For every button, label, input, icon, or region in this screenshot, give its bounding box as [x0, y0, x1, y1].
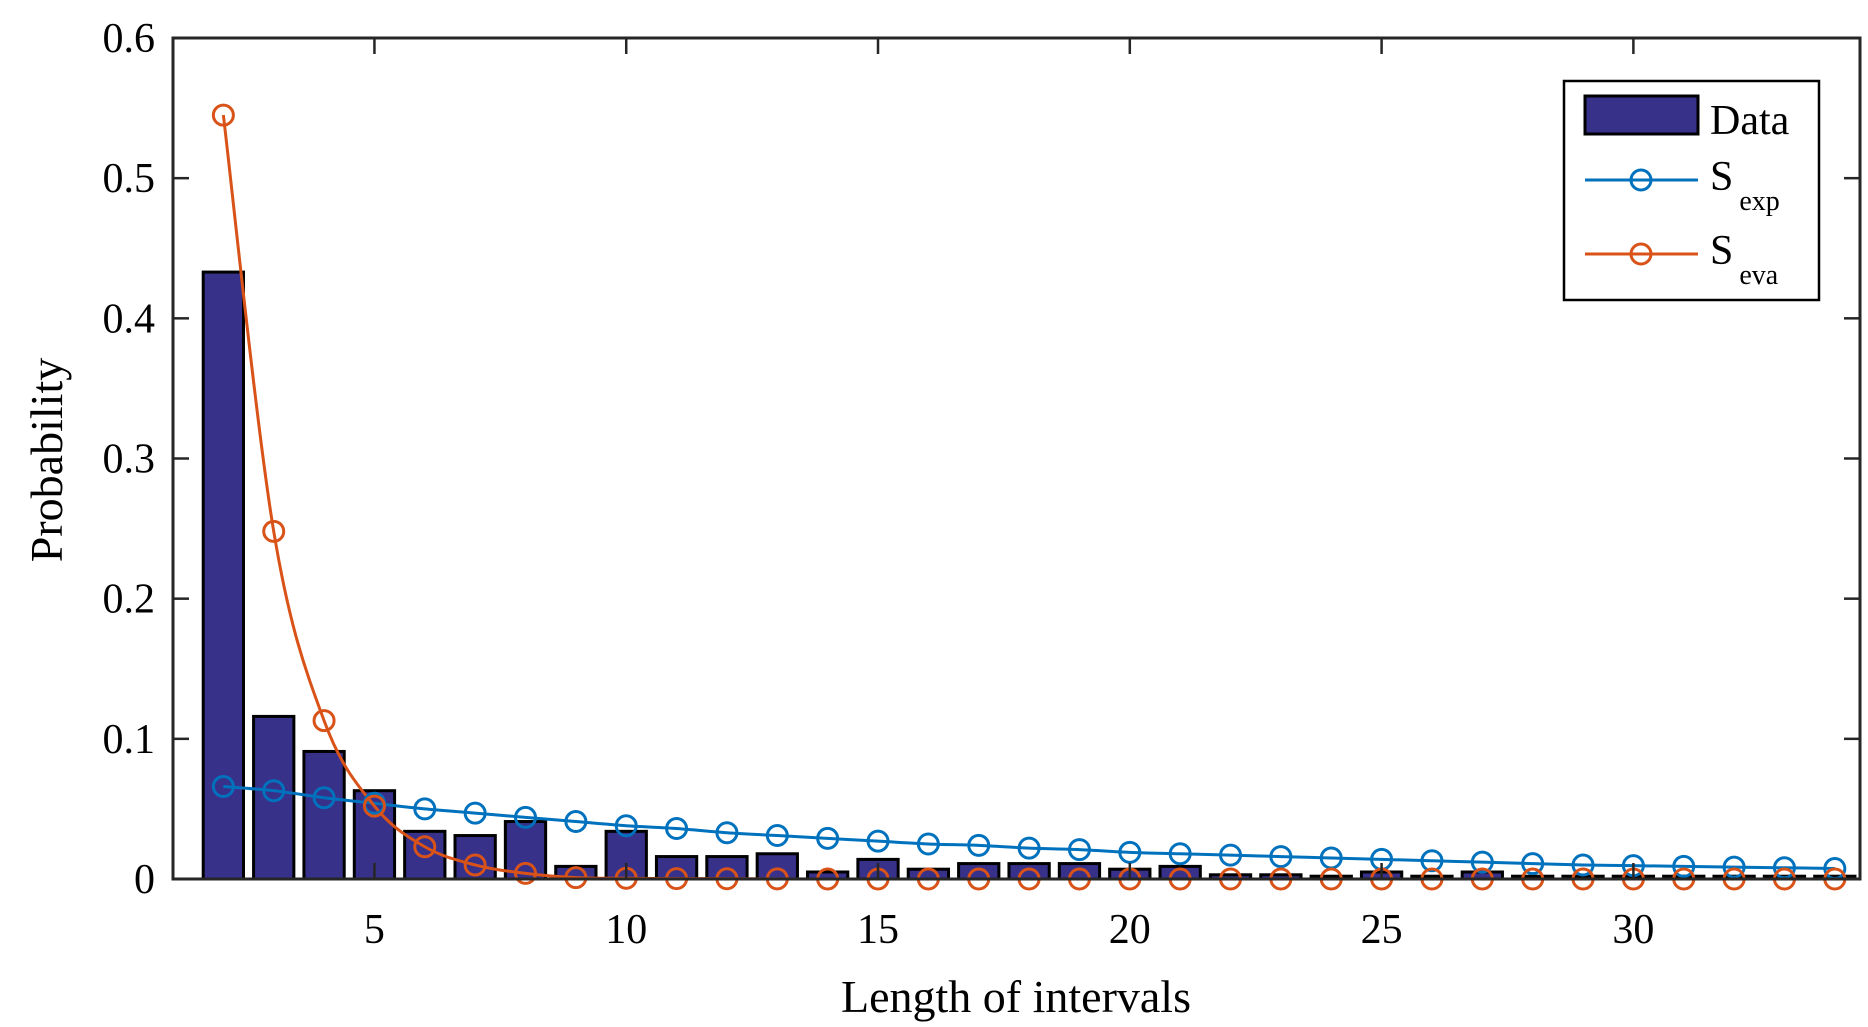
series-marker-exp — [312, 786, 336, 810]
legend-marker-sexp — [1629, 168, 1653, 192]
bar — [755, 852, 799, 881]
series-marker-exp — [816, 826, 840, 850]
y-tick-label: 0.1 — [103, 717, 156, 763]
series-marker-exp — [211, 774, 235, 798]
legend-swatch-data — [1583, 94, 1700, 136]
ticklabels-layer: 5 10 15 20 25 30 0 0.1 0.2 0.3 0.4 0.5 0.6 — [103, 16, 1655, 953]
legend-label-sexp: Sexp — [1710, 154, 1780, 217]
series-marker-exp — [514, 805, 538, 829]
x-tick-label: 25 — [1361, 907, 1403, 953]
x-axis-label: Length of intervals — [841, 971, 1191, 1022]
series-marker-eva — [312, 709, 336, 733]
legend-label-seva: Seva — [1710, 228, 1779, 291]
series-marker-exp — [1521, 852, 1545, 876]
y-axis-label: Probability — [21, 358, 72, 562]
bar — [453, 834, 497, 881]
x-tick-label: 20 — [1109, 907, 1151, 953]
series-marker-exp — [1118, 840, 1142, 864]
bar — [957, 862, 1001, 881]
legend-label-data: Data — [1710, 98, 1790, 144]
legend: Data Sexp Seva — [1562, 79, 1821, 302]
bar — [1057, 862, 1102, 881]
series-marker-exp — [1420, 849, 1444, 873]
series-marker-exp — [1168, 842, 1192, 866]
series-marker-exp — [1219, 843, 1243, 867]
series-marker-eva — [463, 853, 487, 877]
series-marker-exp — [564, 810, 588, 834]
legend-marker-seva — [1629, 242, 1653, 266]
bar — [302, 749, 346, 881]
series-marker-eva — [211, 103, 235, 127]
series-marker-exp — [765, 824, 789, 848]
legend-label-seva-main: S — [1710, 228, 1733, 274]
x-tick-label: 15 — [857, 907, 899, 953]
y-tick-label: 0.6 — [103, 16, 156, 62]
legend-label-sexp-main: S — [1710, 154, 1733, 200]
legend-label-seva-sub: eva — [1739, 260, 1778, 291]
series-marker-eva — [362, 794, 386, 818]
series-line-exp — [223, 784, 1835, 870]
series-marker-exp — [967, 833, 991, 857]
series-marker-exp — [665, 817, 689, 841]
series-marker-eva — [514, 861, 538, 885]
x-tick-label: 30 — [1612, 907, 1654, 953]
y-tick-label: 0.3 — [103, 437, 156, 483]
bar — [503, 820, 548, 881]
y-tick-label: 0.4 — [103, 296, 156, 342]
y-tick-label: 0.2 — [103, 577, 156, 623]
series-marker-exp — [413, 797, 437, 821]
series-marker-exp — [1722, 855, 1746, 879]
series-marker-exp — [1470, 850, 1494, 874]
x-tick-label: 10 — [605, 907, 647, 953]
bar — [1007, 862, 1051, 881]
series-marker-exp — [1017, 836, 1041, 860]
series-marker-eva — [262, 519, 286, 543]
series-marker-exp — [1269, 845, 1293, 869]
series-marker-exp — [1672, 854, 1696, 878]
series-marker-exp — [614, 814, 638, 838]
bar — [252, 714, 296, 881]
legend-label-sexp-sub: exp — [1739, 186, 1779, 217]
series-marker-exp — [715, 821, 739, 845]
series-marker-exp — [916, 832, 940, 856]
y-tick-label: 0 — [134, 857, 155, 903]
series-marker-exp — [262, 779, 286, 803]
series-marker-exp — [463, 801, 487, 825]
series-marker-exp — [866, 829, 890, 853]
series-marker-exp — [1571, 853, 1595, 877]
ticks-layer — [173, 36, 1860, 881]
series-marker-exp — [1067, 838, 1091, 862]
y-tick-label: 0.5 — [103, 156, 156, 202]
x-tick-label: 5 — [364, 907, 385, 953]
series-marker-eva — [413, 835, 437, 859]
